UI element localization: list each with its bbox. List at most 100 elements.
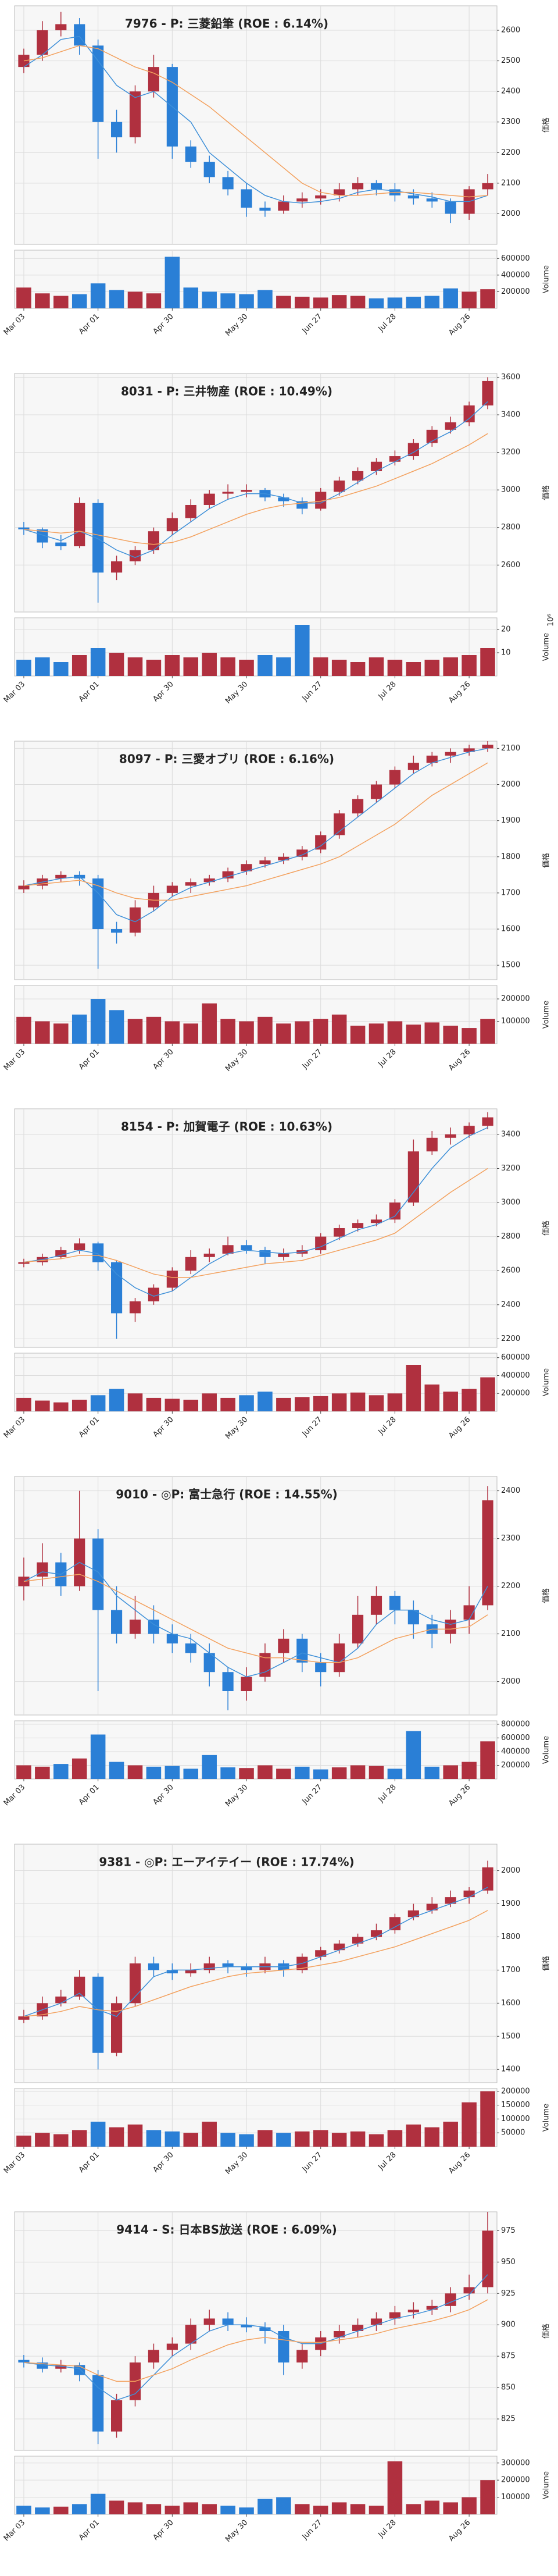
y-tick-label: 900 — [501, 2321, 516, 2329]
volume-bar — [257, 2499, 273, 2514]
volume-bar — [90, 648, 106, 676]
candle-body — [74, 503, 85, 547]
candle-body — [278, 1638, 289, 1653]
candle-body — [407, 1610, 419, 1625]
volume-bar — [387, 1393, 403, 1411]
candle-body — [129, 91, 141, 138]
price-plot-area — [14, 1108, 498, 1348]
candle-body — [259, 1250, 271, 1257]
chart-title: 8154 - P: 加賀電子 (ROE : 10.63%) — [121, 1120, 332, 1134]
volume-bar — [220, 1397, 235, 1411]
candle-body — [222, 1672, 234, 1691]
volume-bar — [369, 298, 384, 308]
volume-bar — [462, 1028, 477, 1044]
volume-bar — [164, 1766, 180, 1779]
candle-body — [296, 849, 308, 857]
candle-body — [166, 885, 178, 893]
volume-axis-label: Volume — [542, 633, 551, 661]
x-tick-label: Mar 03 — [2, 312, 27, 337]
x-tick-label: Apr 01 — [77, 2518, 101, 2542]
candle-body — [278, 856, 289, 860]
volume-bar — [313, 657, 328, 676]
volume-tick-label: 300000 — [501, 2458, 530, 2467]
candle-body — [166, 1970, 178, 1974]
candle-body — [370, 1930, 382, 1937]
volume-bar — [220, 2133, 235, 2147]
candle-body — [241, 490, 252, 492]
x-tick-label: May 30 — [224, 1048, 249, 1073]
volume-bar — [443, 1026, 458, 1044]
candle-body — [185, 146, 196, 162]
y-tick-label: 3000 — [501, 486, 520, 494]
volume-bar — [90, 1734, 106, 1779]
candle-body — [370, 2318, 382, 2325]
candle-body — [426, 2305, 438, 2310]
volume-bar — [183, 657, 199, 676]
volume-bar — [257, 1392, 273, 1411]
volume-bar — [239, 2134, 254, 2147]
volume-bar — [239, 1768, 254, 1779]
volume-axis-label: Volume — [542, 1001, 551, 1029]
y-tick-label: 1700 — [501, 888, 520, 897]
candle-body — [241, 864, 252, 871]
y-tick-label: 2500 — [501, 56, 520, 65]
candle-body — [148, 531, 159, 550]
y-tick-label: 2400 — [501, 1300, 520, 1309]
y-tick-label: 2600 — [501, 1266, 520, 1275]
y-tick-label: 1500 — [501, 2032, 520, 2041]
candle-body — [148, 67, 159, 92]
volume-bar — [90, 999, 106, 1044]
volume-bar — [109, 1010, 124, 1044]
candle-body — [148, 1287, 159, 1301]
volume-axis-label: Volume — [542, 2471, 551, 2499]
volume-bar — [257, 655, 273, 676]
volume-bar — [331, 660, 347, 676]
y-tick-label: 3400 — [501, 1130, 520, 1138]
candle-body — [18, 1577, 30, 1586]
volume-bar — [239, 660, 254, 676]
candle-body — [315, 1236, 327, 1251]
volume-tick-label: 10 — [501, 649, 511, 657]
volume-bar — [109, 2500, 124, 2514]
candle-body — [74, 1976, 85, 1997]
volume-bar — [202, 1393, 217, 1411]
y-axis-label: 価格 — [542, 853, 551, 868]
candle-body — [463, 405, 475, 422]
y-tick-label: 1800 — [501, 1933, 520, 1941]
chart-panel: 2000 2100 2200 2300 2400 200000 400000 600000 80… — [2, 1476, 551, 1809]
volume-tick-label: 800000 — [501, 1720, 530, 1728]
volume-bar — [71, 2504, 87, 2514]
candle-body — [166, 518, 178, 532]
y-tick-label: 925 — [501, 2289, 516, 2298]
y-tick-label: 3000 — [501, 1198, 520, 1207]
y-tick-label: 2100 — [501, 179, 520, 187]
moving-average — [23, 433, 488, 545]
candle-body — [129, 1620, 141, 1634]
y-tick-label: 2400 — [501, 1486, 520, 1495]
volume-tick-label: 100000 — [501, 1017, 530, 1026]
x-tick-label: Apr 01 — [77, 1048, 101, 1072]
volume-bar — [146, 2504, 162, 2514]
volume-bar — [109, 1389, 124, 1411]
volume-bar — [183, 2502, 199, 2514]
moving-average — [23, 1127, 488, 1297]
chart-panel: 2000 2100 2200 2300 2400 2500 2600 200000 400000… — [2, 5, 551, 338]
x-tick-label: Apr 01 — [77, 2151, 101, 2175]
volume-axis-label: Volume — [542, 1736, 551, 1764]
y-axis-label: 価格 — [542, 1956, 551, 1971]
volume-bar — [295, 2131, 310, 2147]
candle-body — [334, 189, 345, 195]
y-tick-label: 2100 — [501, 1629, 520, 1638]
volume-bar — [295, 1397, 310, 1411]
candle-body — [74, 1243, 85, 1251]
volume-bar — [480, 1741, 495, 1779]
candle-body — [334, 481, 345, 492]
volume-bar — [313, 1019, 328, 1044]
volume-bar — [71, 1015, 87, 1044]
x-tick-label: Mar 03 — [2, 1415, 27, 1440]
x-tick-label: Apr 30 — [152, 1048, 176, 1072]
candle-body — [111, 1262, 123, 1314]
x-tick-label: Jul 28 — [377, 1415, 398, 1437]
moving-average — [23, 2274, 488, 2401]
volume-bar — [276, 2497, 291, 2514]
